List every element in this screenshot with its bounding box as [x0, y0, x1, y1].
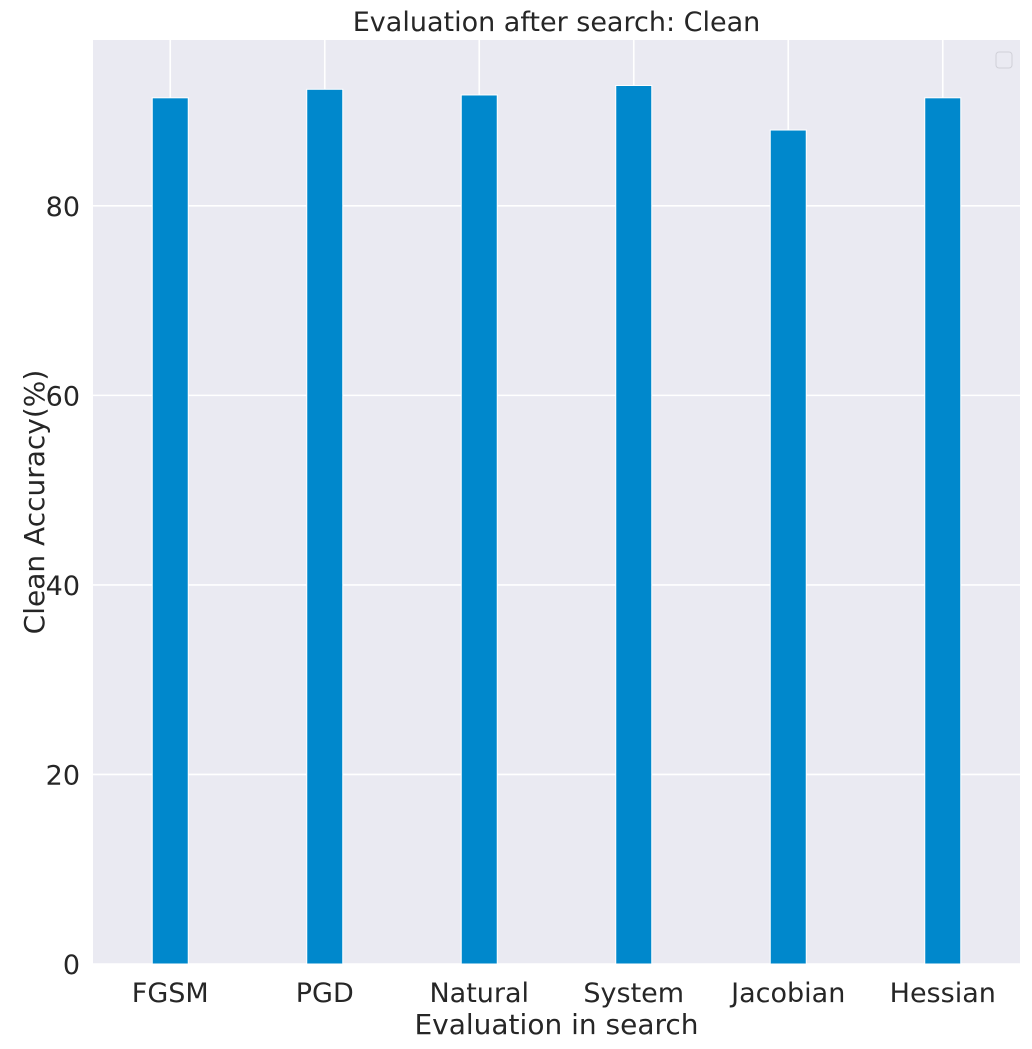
x-tick-label: PGD	[296, 978, 354, 1009]
x-tick-label: Natural	[429, 978, 529, 1009]
x-tick-label: System	[583, 978, 684, 1009]
bar-natural	[460, 94, 498, 965]
bar-fgsm	[151, 97, 189, 965]
legend	[995, 51, 1013, 69]
y-tick-label: 60	[46, 381, 80, 412]
y-tick-label: 80	[46, 192, 80, 223]
x-tick-label: FGSM	[132, 978, 209, 1009]
chart-title: Evaluation after search: Clean	[353, 7, 761, 38]
x-axis-label: Evaluation in search	[414, 1008, 698, 1041]
bar-jacobian	[769, 129, 807, 965]
x-tick-label: Hessian	[890, 978, 996, 1009]
y-tick-label: 40	[46, 571, 80, 602]
y-axis-label: Clean Accuracy(%)	[18, 370, 51, 635]
x-tick-label: Jacobian	[729, 978, 845, 1009]
y-tick-label: 20	[46, 760, 80, 791]
bar-system	[615, 84, 653, 965]
bar-pgd	[306, 88, 344, 965]
bars	[151, 84, 962, 965]
y-tick-label: 0	[63, 950, 80, 981]
tick-labels: 0 20 40 60 80 FGSM PGD Natural System Jacobian Hes…	[46, 192, 996, 1009]
bar-hessian	[924, 97, 962, 965]
plot-area	[93, 40, 1020, 964]
